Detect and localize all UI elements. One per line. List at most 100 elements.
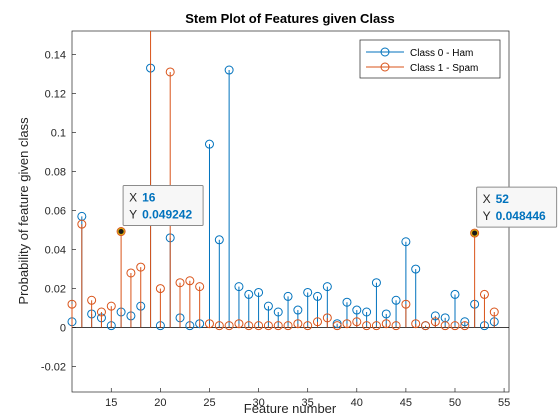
stem-marker [322,282,332,292]
stem-marker [352,305,362,315]
stem-marker [263,321,273,331]
stem-marker [77,219,87,229]
stem-marker [224,65,234,75]
stem-marker [155,284,165,294]
y-tick-label: 0.04 [45,245,66,257]
datatip-y-value: 0.048446 [496,209,546,223]
stem-marker [371,321,381,331]
datatip-box [476,186,558,228]
legend-swatch-marker [380,62,390,72]
stem-marker [401,237,411,247]
stem-marker [342,297,352,307]
stem-marker [430,317,440,327]
stem-marker [411,264,421,274]
x-tick-label: 25 [203,397,215,409]
stem-marker [214,235,224,245]
stem-marker [371,278,381,288]
datatip-x-label: X [483,192,491,206]
datatip-point [117,228,125,236]
stem-marker [332,321,342,331]
stem-marker [204,319,214,329]
stem-marker [293,305,303,315]
stem-marker [244,289,254,299]
stem-marker [116,227,126,237]
stem-marker [391,295,401,305]
y-tick-label: 0 [60,323,66,335]
stem-marker [460,321,470,331]
datatip-0: X 16 Y 0.049242 [117,185,204,236]
stem-marker [283,291,293,301]
x-tick-label: 50 [449,397,461,409]
x-tick-label: 40 [351,397,363,409]
stem-marker [234,282,244,292]
datatip-y-label: Y [129,208,137,222]
datatip-y-label: Y [483,209,491,223]
x-tick-label: 30 [252,397,264,409]
stem-marker [87,295,97,305]
legend: Class 0 - Ham Class 1 - Spam [359,39,501,79]
y-tick-label: 0.14 [45,49,66,61]
stem-marker [362,307,372,317]
datatip-x-label: X [129,191,137,205]
stem-marker [67,299,77,309]
stem-marker [381,319,391,329]
datatip-x-value: 52 [496,192,510,206]
stem-marker [185,276,195,286]
stem-marker [273,321,283,331]
stem-marker [313,291,323,301]
stem-marker [450,321,460,331]
y-tick-label: 0.12 [45,88,66,100]
datatip-box [122,185,204,227]
stem-marker [106,301,116,311]
stem-marker [165,67,175,77]
stem-marker [381,309,391,319]
x-tick-label: 45 [400,397,412,409]
stem-marker [430,311,440,321]
y-tick-label: 0.06 [45,206,66,218]
datatips: X 16 Y 0.049242 X 52 Y 0.048446 [117,185,558,237]
datatip-x-value: 16 [142,191,156,205]
stem-marker [470,228,480,238]
stem-marker [342,319,352,329]
y-axis-label: Probability of feature given class [16,117,31,305]
stem-marker [283,321,293,331]
stem-marker [195,282,205,292]
legend-entry-label: Class 0 - Ham [410,48,473,59]
x-tick-label: 35 [302,397,314,409]
stem-marker [303,321,313,331]
stem-marker [244,321,254,331]
stem-marker [224,321,234,331]
stem-marker [175,278,185,288]
x-axis-label: Feature number [244,401,337,416]
stem-marker [303,287,313,297]
stem-marker [411,319,421,329]
stem-marker [263,301,273,311]
x-tick-label: 20 [154,397,166,409]
stem-marker [126,268,136,278]
stem-marker [96,307,106,317]
axis-ticks: 15 20 25 30 35 40 45 50 55 -0.02 0 0.02 0.04 0.06 0.08… [41,49,510,409]
stem-marker [254,287,264,297]
stem-marker [234,319,244,329]
stem-series [67,31,499,331]
stem-marker [401,299,411,309]
legend-swatch-marker [380,47,390,57]
datatip-y-value: 0.049242 [142,208,192,222]
x-tick-label: 15 [105,397,117,409]
datatip-1: X 52 Y 0.048446 [471,186,558,237]
y-tick-label: 0.1 [51,127,66,139]
y-tick-label: 0.08 [45,166,66,178]
stem-marker [254,321,264,331]
stem-marker [440,321,450,331]
stem-marker [450,289,460,299]
stem-marker [489,307,499,317]
series-1 [67,31,499,331]
stem-marker [421,321,431,331]
chart-title: Stem Plot of Features given Class [185,11,395,26]
y-tick-label: -0.02 [41,362,66,374]
legend-box [359,39,501,79]
stem-marker [204,139,214,149]
stem-marker [362,321,372,331]
stem-marker [273,307,283,317]
